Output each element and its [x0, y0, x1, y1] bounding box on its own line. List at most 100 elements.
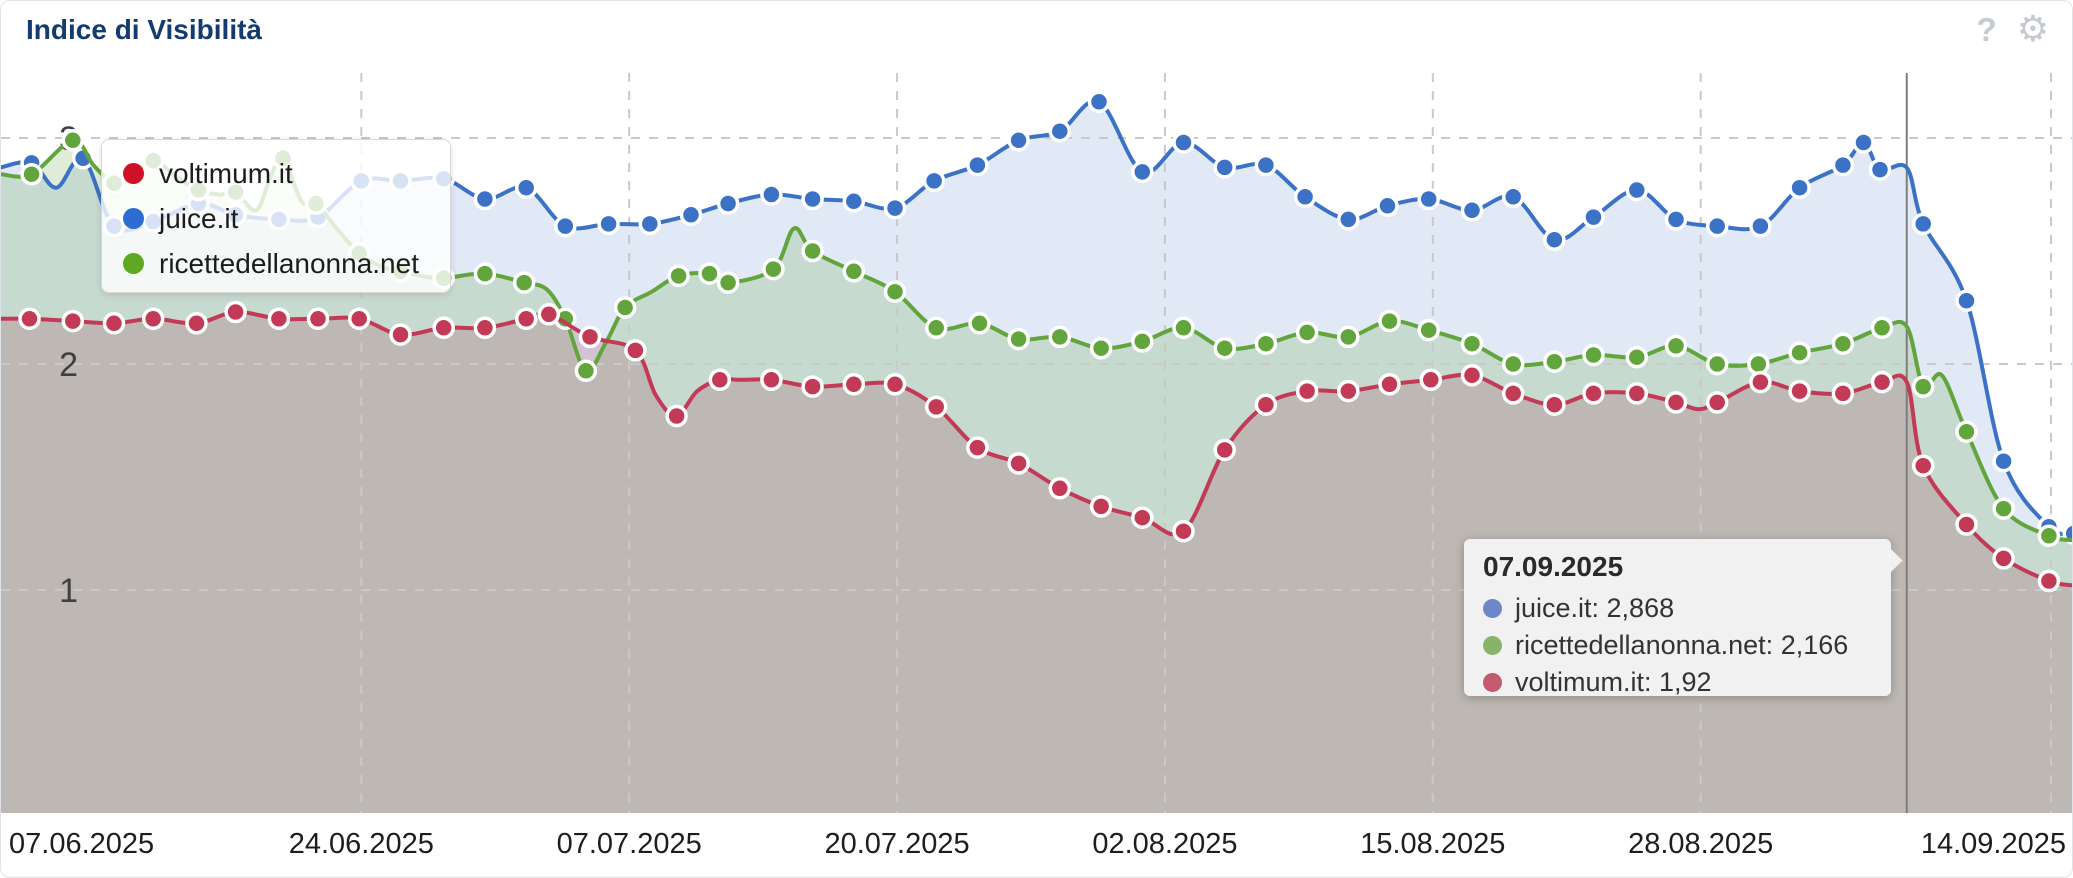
data-point-voltimum.it[interactable] [1992, 547, 2015, 570]
data-point-ricettedellanonna.net[interactable] [762, 257, 785, 281]
data-point-juice.it[interactable] [1625, 178, 1649, 202]
data-point-juice.it[interactable] [1337, 208, 1360, 231]
data-point-ricettedellanonna.net[interactable] [1007, 327, 1030, 351]
data-point-juice.it[interactable] [514, 176, 538, 199]
data-point-ricettedellanonna.net[interactable] [1747, 352, 1770, 376]
data-point-juice.it[interactable] [1992, 449, 2015, 473]
data-point-voltimum.it[interactable] [883, 373, 907, 396]
data-point-juice.it[interactable] [597, 212, 620, 236]
data-point-voltimum.it[interactable] [306, 307, 330, 331]
data-point-juice.it[interactable] [1543, 228, 1566, 251]
data-point-voltimum.it[interactable] [1378, 373, 1401, 396]
data-point-juice.it[interactable] [1868, 158, 1892, 181]
data-point-ricettedellanonna.net[interactable] [924, 316, 948, 340]
data-point-juice.it[interactable] [638, 212, 662, 236]
data-point-ricettedellanonna.net[interactable] [473, 262, 497, 285]
data-point-ricettedellanonna.net[interactable] [1664, 334, 1688, 358]
data-point-juice.it[interactable] [1705, 214, 1729, 238]
data-point-voltimum.it[interactable] [1543, 393, 1566, 416]
data-point-juice.it[interactable] [716, 192, 740, 215]
data-point-juice.it[interactable] [1213, 156, 1236, 179]
data-point-juice.it[interactable] [1501, 185, 1525, 209]
data-point-ricettedellanonna.net[interactable] [968, 312, 991, 335]
data-point-juice.it[interactable] [1852, 131, 1875, 154]
data-point-ricettedellanonna.net[interactable] [613, 296, 637, 319]
data-point-juice.it[interactable] [1911, 212, 1935, 236]
data-point-ricettedellanonna.net[interactable] [1955, 420, 1978, 444]
data-point-ricettedellanonna.net[interactable] [574, 359, 598, 383]
data-point-voltimum.it[interactable] [1460, 364, 1484, 387]
data-point-ricettedellanonna.net[interactable] [1089, 336, 1113, 360]
data-point-juice.it[interactable] [1582, 205, 1605, 229]
data-point-voltimum.it[interactable] [842, 373, 866, 396]
data-point-voltimum.it[interactable] [1295, 379, 1319, 403]
data-point-juice.it[interactable] [1417, 187, 1440, 211]
data-point-voltimum.it[interactable] [1131, 506, 1154, 529]
data-point-ricettedellanonna.net[interactable] [1048, 325, 1072, 349]
data-point-voltimum.it[interactable] [185, 312, 208, 335]
data-point-voltimum.it[interactable] [1172, 519, 1195, 543]
data-point-ricettedellanonna.net[interactable] [842, 260, 866, 283]
data-point-ricettedellanonna.net[interactable] [512, 271, 536, 294]
data-point-juice.it[interactable] [1131, 160, 1154, 184]
data-point-juice.it[interactable] [1048, 119, 1072, 143]
data-point-voltimum.it[interactable] [1788, 379, 1811, 403]
data-point-voltimum.it[interactable] [1501, 382, 1525, 405]
data-point-juice.it[interactable] [679, 203, 703, 227]
data-point-voltimum.it[interactable] [267, 307, 291, 331]
data-point-voltimum.it[interactable] [102, 312, 126, 335]
data-point-juice.it[interactable] [1254, 153, 1278, 177]
data-point-voltimum.it[interactable] [1625, 382, 1649, 405]
data-point-voltimum.it[interactable] [514, 307, 538, 331]
data-point-voltimum.it[interactable] [61, 309, 85, 333]
data-point-ricettedellanonna.net[interactable] [20, 162, 43, 186]
data-point-ricettedellanonna.net[interactable] [801, 239, 824, 263]
data-point-voltimum.it[interactable] [966, 436, 989, 459]
data-point-juice.it[interactable] [1664, 208, 1688, 231]
data-point-ricettedellanonna.net[interactable] [1337, 325, 1360, 349]
data-point-juice.it[interactable] [760, 183, 783, 206]
data-point-ricettedellanonna.net[interactable] [883, 280, 907, 303]
data-point-juice.it[interactable] [1788, 176, 1811, 199]
data-point-ricettedellanonna.net[interactable] [1378, 309, 1401, 333]
data-point-juice.it[interactable] [801, 187, 824, 211]
gear-icon[interactable]: ⚙ [2016, 9, 2049, 50]
data-point-voltimum.it[interactable] [924, 395, 948, 419]
data-point-voltimum.it[interactable] [473, 316, 497, 340]
data-point-ricettedellanonna.net[interactable] [1788, 341, 1811, 364]
data-point-juice.it[interactable] [473, 187, 497, 211]
data-point-voltimum.it[interactable] [1749, 370, 1772, 394]
data-point-juice.it[interactable] [1087, 90, 1111, 114]
data-point-ricettedellanonna.net[interactable] [61, 129, 85, 152]
data-point-juice.it[interactable] [1749, 214, 1772, 238]
data-point-ricettedellanonna.net[interactable] [1705, 352, 1729, 376]
data-point-juice.it[interactable] [1955, 289, 1978, 312]
data-point-ricettedellanonna.net[interactable] [667, 264, 690, 288]
data-point-ricettedellanonna.net[interactable] [1870, 316, 1894, 340]
data-point-voltimum.it[interactable] [665, 404, 688, 428]
data-point-juice.it[interactable] [1293, 185, 1317, 209]
help-icon[interactable]: ? [1976, 11, 1997, 48]
data-point-voltimum.it[interactable] [1337, 379, 1360, 403]
data-point-voltimum.it[interactable] [537, 303, 561, 326]
data-point-voltimum.it[interactable] [18, 307, 41, 331]
data-point-voltimum.it[interactable] [1582, 382, 1605, 405]
data-point-ricettedellanonna.net[interactable] [1501, 352, 1525, 376]
legend-item-ricettedellanonna.net[interactable]: ricettedellanonna.net [123, 241, 450, 286]
data-point-ricettedellanonna.net[interactable] [1831, 332, 1855, 355]
data-point-voltimum.it[interactable] [1213, 438, 1236, 462]
data-point-juice.it[interactable] [1376, 194, 1399, 218]
data-point-ricettedellanonna.net[interactable] [1911, 375, 1935, 398]
data-point-ricettedellanonna.net[interactable] [1172, 316, 1195, 340]
data-point-voltimum.it[interactable] [1254, 393, 1278, 416]
legend-item-juice.it[interactable]: juice.it [123, 196, 450, 241]
data-point-juice.it[interactable] [883, 196, 907, 220]
data-point-ricettedellanonna.net[interactable] [1254, 332, 1278, 355]
data-point-voltimum.it[interactable] [578, 325, 602, 349]
data-point-juice.it[interactable] [1172, 131, 1195, 154]
data-point-juice.it[interactable] [554, 214, 577, 238]
data-point-ricettedellanonna.net[interactable] [698, 262, 721, 285]
data-point-voltimum.it[interactable] [1955, 513, 1978, 536]
data-point-voltimum.it[interactable] [1419, 368, 1443, 392]
